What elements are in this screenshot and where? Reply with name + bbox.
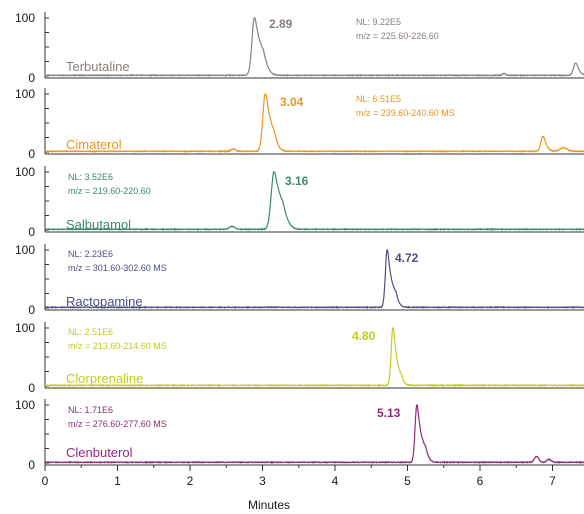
y-tick-label: 100: [15, 87, 35, 101]
y-tick-label: 0: [28, 225, 35, 239]
mz-label: m/z = 276.60-277.60 MS: [68, 419, 167, 429]
y-tick-label: 0: [28, 381, 35, 395]
nl-label: NL: 2.51E6: [68, 327, 113, 337]
x-axis-title: Minutes: [248, 498, 290, 512]
peak-rt-label: 4.72: [395, 251, 419, 265]
peak-rt-label: 3.16: [285, 174, 309, 188]
y-tick-label: 100: [15, 398, 35, 412]
x-tick-label: 5: [404, 474, 411, 488]
chromatogram-trace: [44, 93, 584, 154]
peak-rt-label: 2.89: [269, 17, 293, 31]
y-tick-label: 0: [28, 147, 35, 161]
x-tick-label: 7: [549, 474, 556, 488]
mz-label: m/z = 213.60-214.60 MS: [68, 341, 167, 351]
nl-label: NL: 2.23E6: [68, 249, 113, 259]
nl-label: NL: 3.52E6: [68, 172, 113, 182]
chromatogram-trace: [44, 171, 584, 232]
y-tick-label: 100: [15, 11, 35, 25]
x-tick-label: 4: [332, 474, 339, 488]
compound-name: Clorprenaline: [66, 371, 143, 386]
y-tick-label: 0: [28, 71, 35, 85]
y-tick-label: 0: [28, 458, 35, 472]
compound-name: Clenbuterol: [66, 445, 133, 460]
chromatogram-trace: [44, 17, 584, 78]
peak-rt-label: 5.13: [377, 406, 401, 420]
y-tick-label: 100: [15, 321, 35, 335]
mz-label: m/z = 239.60-240.60 MS: [356, 108, 455, 118]
peak-rt-label: 3.04: [280, 95, 304, 109]
y-tick-label: 0: [28, 303, 35, 317]
y-tick-label: 100: [15, 243, 35, 257]
x-tick-label: 3: [259, 474, 266, 488]
compound-name: Ractopamine: [66, 294, 143, 309]
y-tick-label: 100: [15, 165, 35, 179]
peak-rt-label: 4.80: [352, 329, 376, 343]
nl-label: NL: 1.71E6: [68, 405, 113, 415]
chromatogram-trace: [44, 327, 584, 388]
nl-label: NL: 9.22E5: [356, 17, 401, 27]
compound-name: Terbutaline: [66, 59, 130, 74]
x-tick-label: 6: [477, 474, 484, 488]
mz-label: m/z = 219.60-220.60: [68, 186, 151, 196]
x-tick-label: 0: [42, 474, 49, 488]
compound-name: Salbutamol: [66, 217, 131, 232]
mz-label: m/z = 301.60-302.60 MS: [68, 263, 167, 273]
x-tick-label: 1: [114, 474, 121, 488]
compound-name: Cimaterol: [66, 137, 122, 152]
chromatogram-trace: [44, 249, 584, 310]
chromatogram-trace: [44, 404, 584, 465]
x-tick-label: 2: [187, 474, 194, 488]
nl-label: NL: 6.51E5: [356, 94, 401, 104]
mz-label: m/z = 225.60-226.60: [356, 31, 439, 41]
